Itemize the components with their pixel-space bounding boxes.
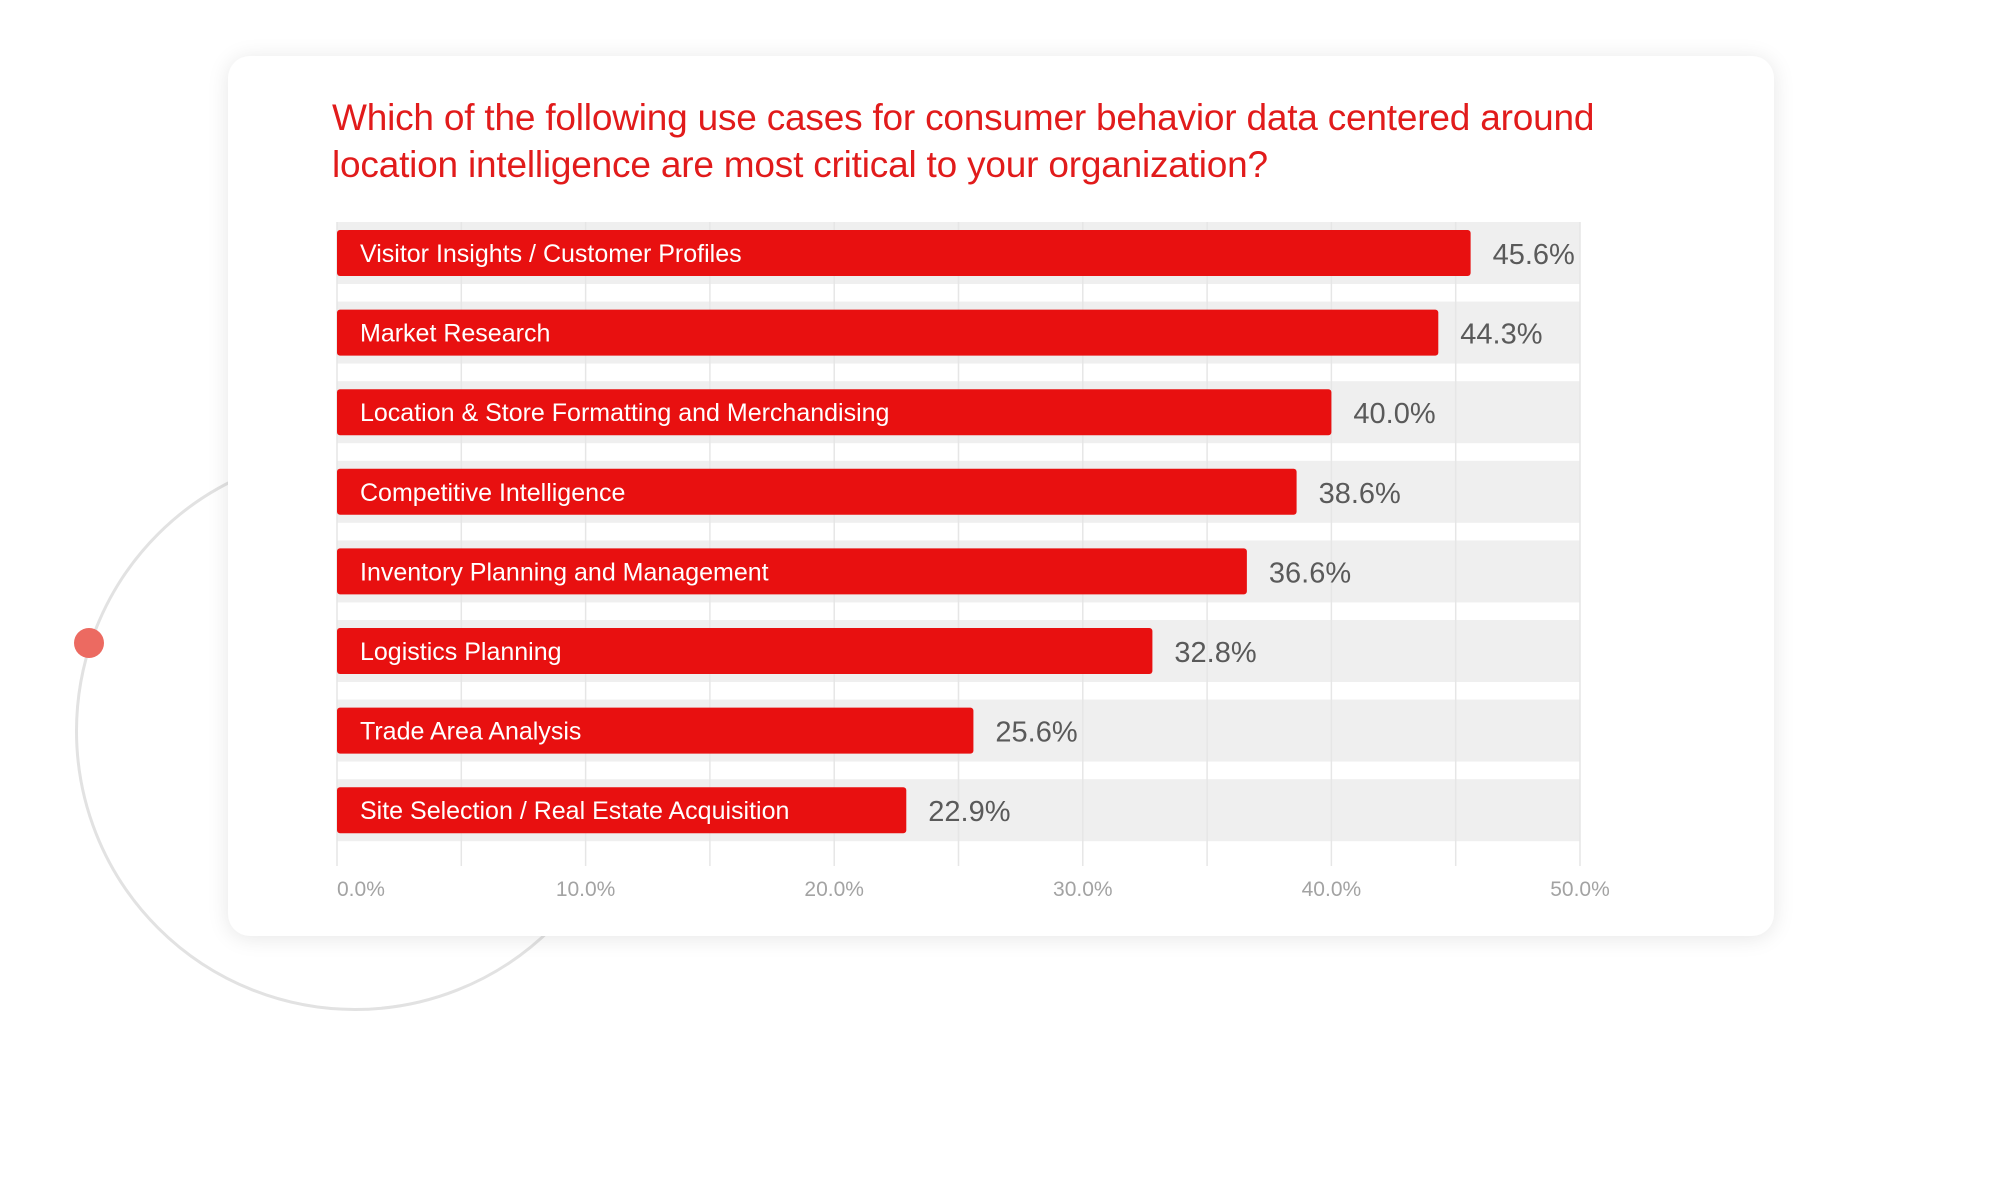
x-tick-label: 0.0% [337,878,385,901]
bar-value-label: 38.6% [1319,478,1401,510]
x-tick-label: 50.0% [1550,878,1610,901]
bar-category-label: Location & Store Formatting and Merchand… [360,399,889,427]
bar-value-label: 44.3% [1460,319,1542,351]
bar-value-label: 32.8% [1174,637,1256,669]
bar-value-label: 40.0% [1353,398,1435,430]
bar-value-label: 25.6% [995,717,1077,749]
decorative-dot [74,628,104,658]
bar [337,230,1471,276]
bar-category-label: Competitive Intelligence [360,479,625,507]
bar [337,787,907,834]
bar-value-label: 22.9% [928,796,1010,828]
bar [337,309,1439,356]
x-tick-label: 40.0% [1302,878,1362,901]
bar [337,707,974,754]
bar [337,548,1247,595]
x-tick-label: 20.0% [804,878,864,901]
bar-value-label: 45.6% [1493,239,1575,271]
bar-category-label: Market Research [360,320,550,348]
bar-category-label: Trade Area Analysis [360,718,581,746]
bar-category-label: Logistics Planning [360,638,562,666]
bar-category-label: Inventory Planning and Management [360,558,769,586]
x-tick-label: 30.0% [1053,878,1113,901]
bar-category-label: Site Selection / Real Estate Acquisition [360,797,789,825]
bar-value-label: 36.6% [1269,557,1351,589]
bar [337,628,1153,674]
bar [337,468,1297,515]
bar-category-label: Visitor Insights / Customer Profiles [360,240,742,268]
x-tick-label: 10.0% [556,878,616,901]
bar [337,389,1332,436]
chart-title: Which of the following use cases for con… [332,97,1595,185]
